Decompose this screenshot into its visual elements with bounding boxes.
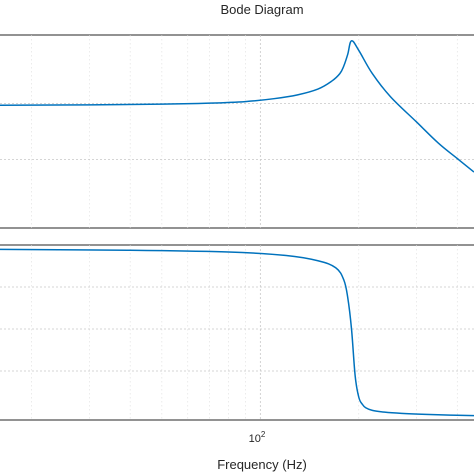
magnitude-panel (0, 34, 474, 229)
magnitude-axes (0, 34, 474, 229)
x-tick-label: 102 (249, 430, 266, 445)
phase-axes (0, 244, 474, 421)
x-tick-exponent: 2 (261, 430, 266, 439)
phase-curve (0, 248, 474, 417)
phase-grid (0, 245, 474, 420)
x-axis-label: Frequency (Hz) (217, 457, 307, 472)
magnitude-grid (0, 35, 474, 228)
phase-panel (0, 244, 474, 421)
x-tick-base: 10 (249, 433, 261, 445)
magnitude-curve (0, 40, 474, 173)
chart-title: Bode Diagram (220, 2, 303, 17)
